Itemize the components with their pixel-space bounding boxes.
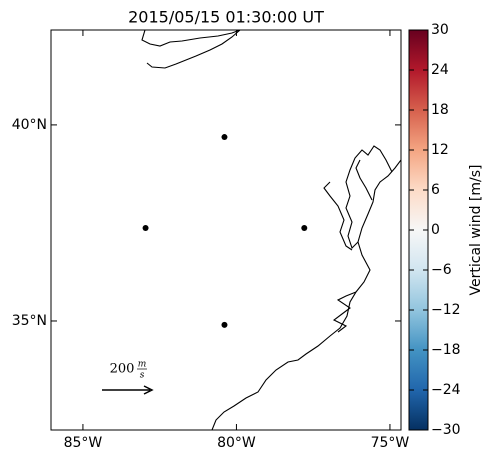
plot-frame (50, 29, 402, 431)
y-tick-label: 40°N (12, 117, 47, 133)
colorbar-tick-label: −6 (431, 262, 452, 278)
x-tick-label: 80°W (217, 435, 256, 451)
colorbar-tick-label: 0 (431, 222, 440, 238)
point (221, 321, 228, 328)
key-arrow-head (143, 385, 154, 395)
key-unit-den: s (140, 371, 145, 381)
colorbar-tick-label: 12 (431, 142, 449, 158)
key-value: 200 (110, 362, 135, 377)
x-tick-label: 75°W (371, 435, 410, 451)
colorbar-tick-label: 24 (431, 62, 449, 78)
point (221, 134, 228, 141)
coastline (141, 30, 401, 430)
colorbar-label: Vertical wind [m/s] (468, 165, 484, 296)
chart-title: 2015/05/15 01:30:00 UT (128, 8, 324, 27)
point (142, 225, 149, 232)
quiver-key: 200 m s (102, 360, 154, 395)
point (301, 225, 308, 232)
colorbar-tick-label: 30 (431, 22, 449, 38)
colorbar-tick-label: −30 (431, 422, 461, 438)
x-tick-label: 85°W (64, 435, 103, 451)
key-unit-num: m (138, 360, 147, 370)
y-tick-label: 35°N (12, 313, 47, 329)
colorbar-tick-label: 18 (431, 102, 449, 118)
colorbar-tick-label: −18 (431, 342, 461, 358)
colorbar-tick-label: 6 (431, 182, 440, 198)
colorbar-tick-label: −24 (431, 382, 461, 398)
colorbar-tick-label: −12 (431, 302, 461, 318)
